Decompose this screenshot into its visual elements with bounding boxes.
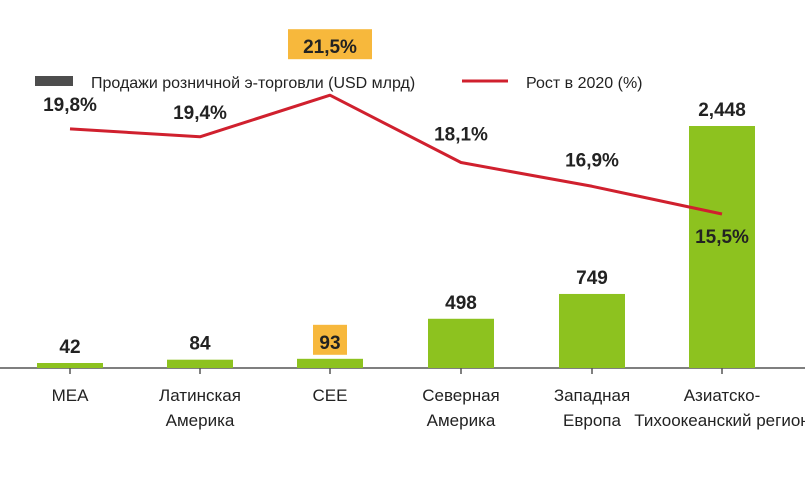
x-tick-label: Америка <box>427 411 496 430</box>
bar <box>167 359 233 368</box>
x-tick-label: Тихоокеанский регион <box>634 411 805 430</box>
bar-value-label: 84 <box>189 334 211 355</box>
line-value-label: 19,4% <box>173 103 227 124</box>
bar <box>37 363 103 368</box>
growth-line <box>69 93 723 216</box>
bar <box>297 358 363 368</box>
x-tick-label: Европа <box>563 411 621 430</box>
x-tick-label: MEA <box>52 386 90 405</box>
x-tick-label: Америка <box>166 411 235 430</box>
legend: Продажи розничной э-торговли (USD млрд) … <box>35 75 643 92</box>
x-tick-label: Азиатско- <box>684 386 761 405</box>
line-value-label: 19,8% <box>43 95 97 116</box>
line-value-label: 16,9% <box>565 150 619 171</box>
bar-value-label: 93 <box>319 333 340 354</box>
x-tick-label: Северная <box>422 386 500 405</box>
line-value-label: 21,5% <box>303 37 357 58</box>
line-value-label: 18,1% <box>434 125 488 146</box>
bar <box>428 318 494 368</box>
line-label-highlight <box>288 29 372 60</box>
bar-label-highlight <box>313 324 347 355</box>
x-tick-label: CEE <box>313 386 348 405</box>
bar-value-label: 2,448 <box>698 100 746 121</box>
line-value-label: 15,5% <box>695 227 749 248</box>
bar-value-label: 749 <box>576 268 608 289</box>
x-tick-label: Латинская <box>159 386 241 405</box>
bar-value-label: 498 <box>445 293 477 314</box>
bar <box>689 126 755 368</box>
x-tick-label: Западная <box>554 386 630 405</box>
bar-value-label: 42 <box>59 337 80 358</box>
bar <box>559 293 625 368</box>
plot-area: 42 MEA 84 Латинская Америка 93 CEE 498 Северная А… <box>0 29 805 430</box>
legend-line-label: Рост в 2020 (%) <box>526 75 643 92</box>
legend-bar-swatch <box>35 76 73 86</box>
legend-bar-label: Продажи розничной э-торговли (USD млрд) <box>91 75 415 92</box>
